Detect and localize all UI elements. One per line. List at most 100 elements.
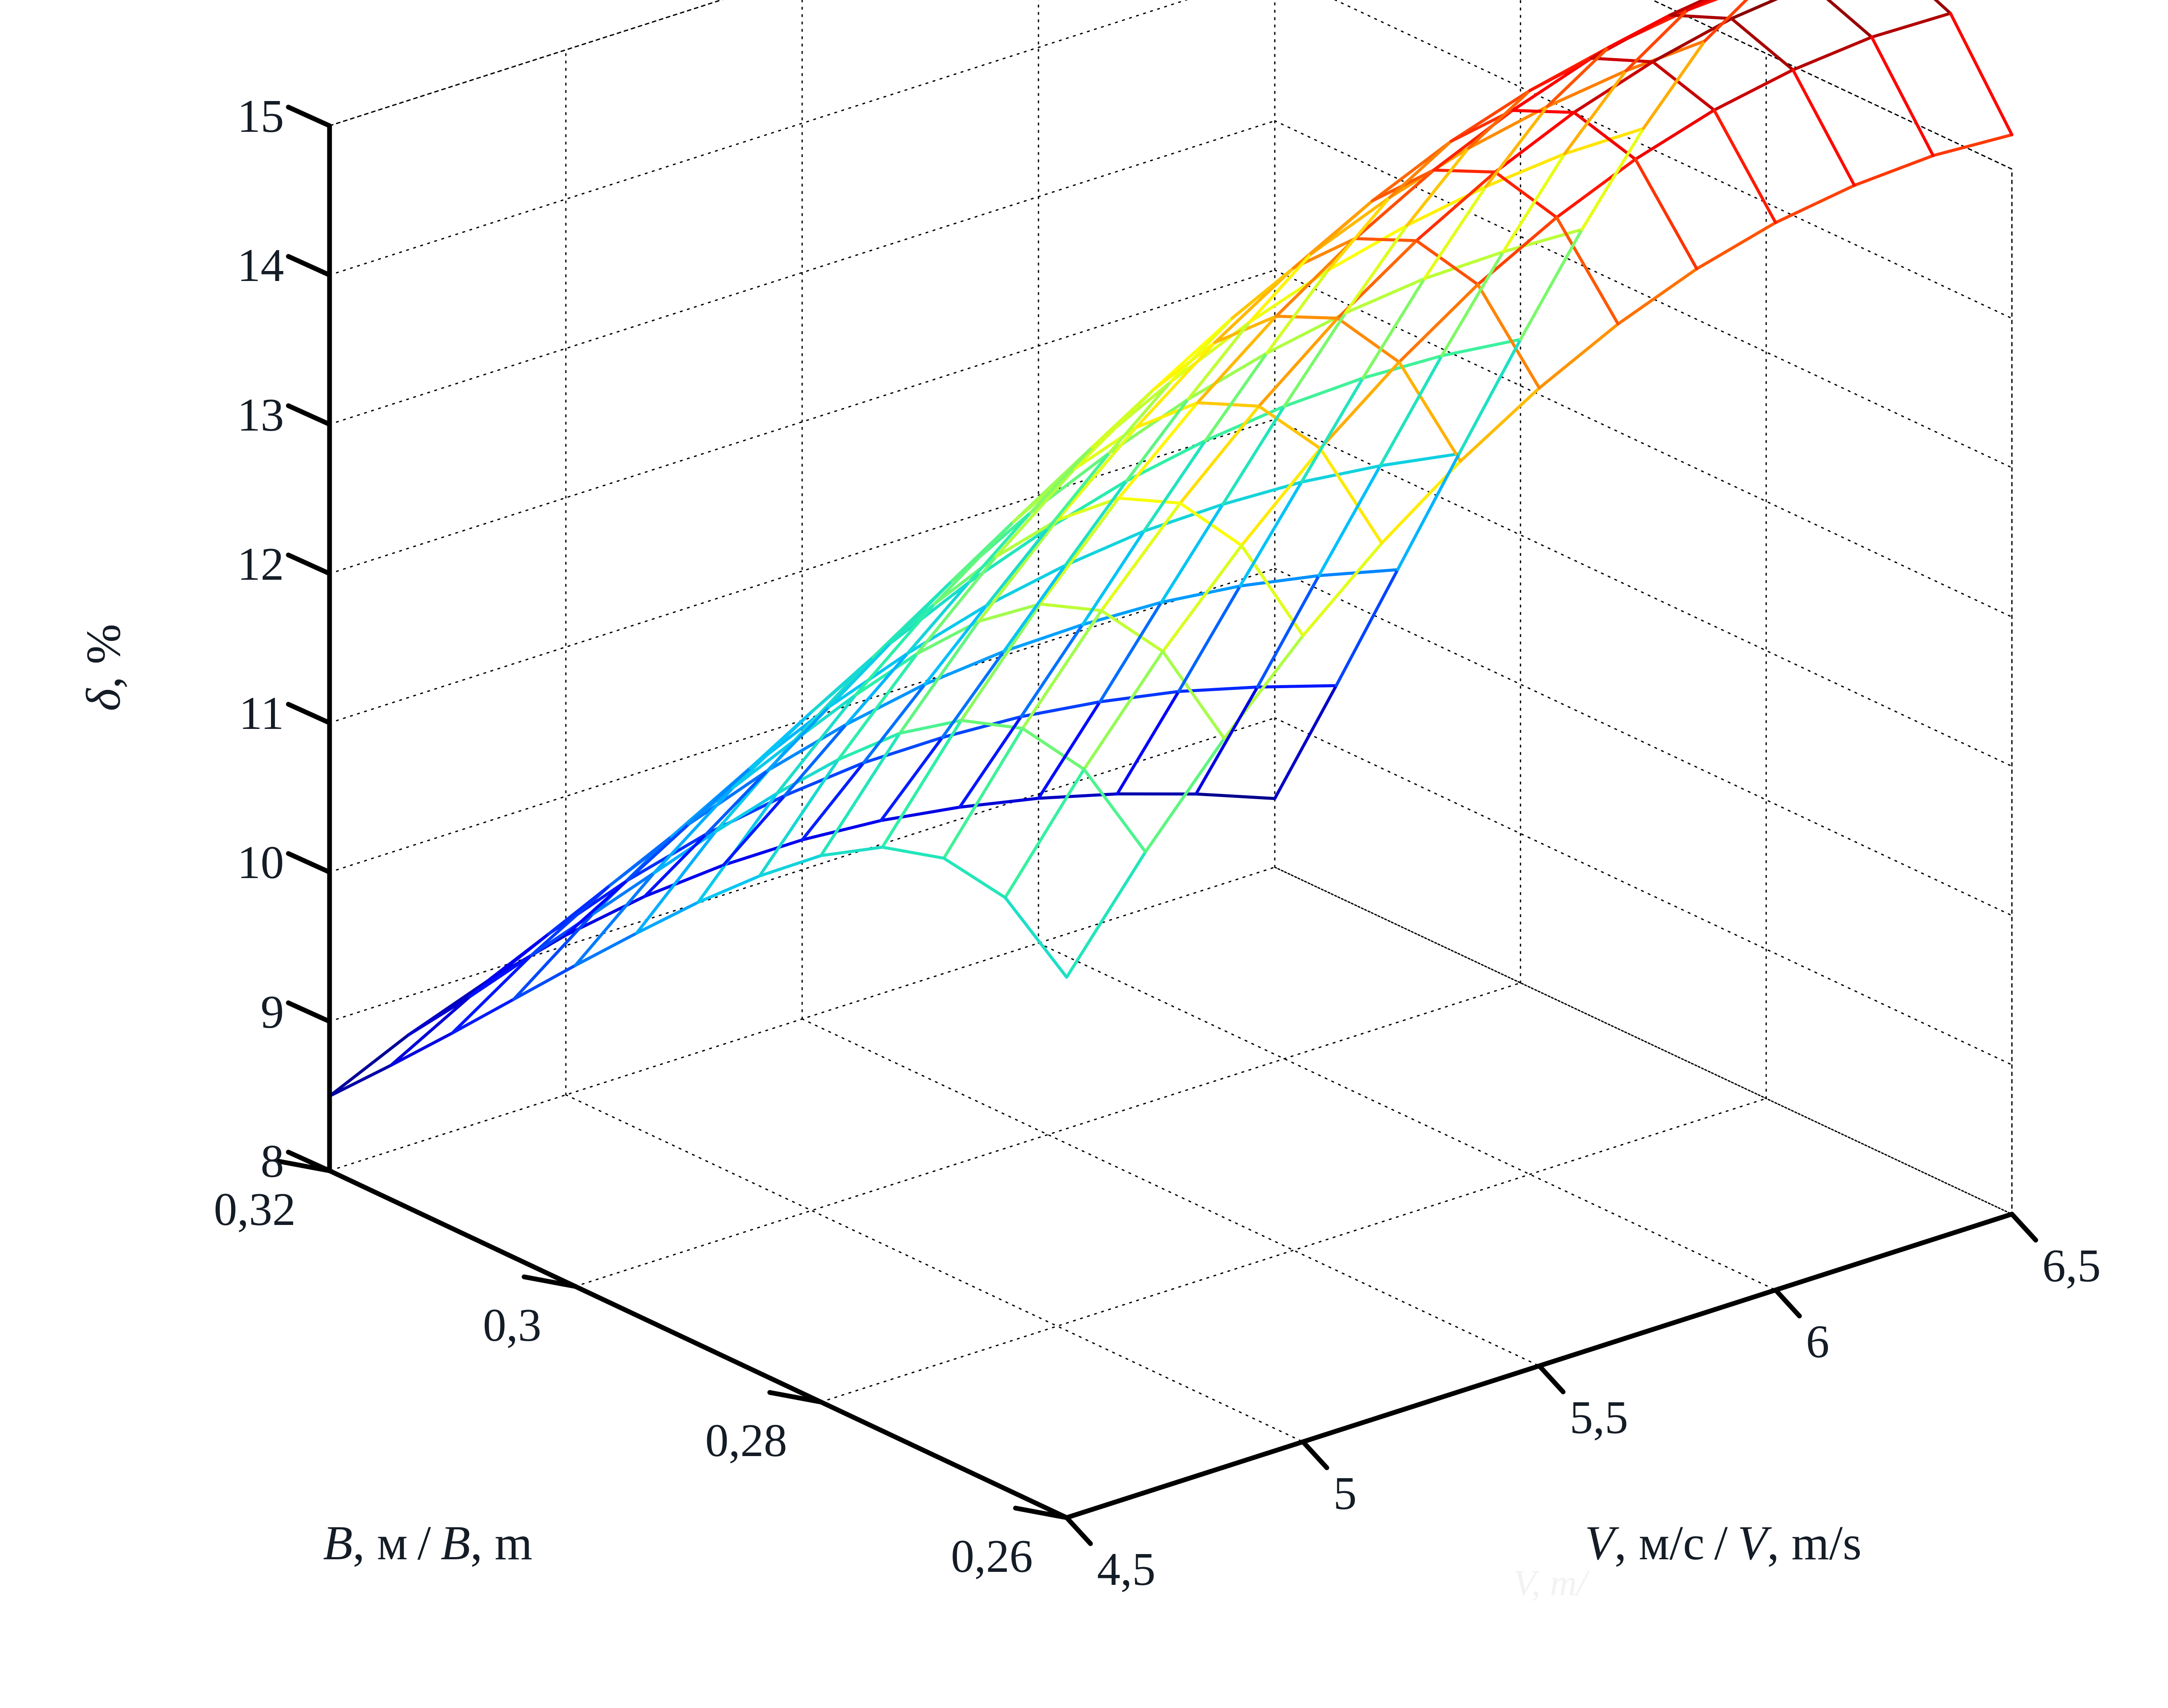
mesh-line-constant-v xyxy=(1186,320,1251,401)
z-tick-label: 11 xyxy=(239,688,284,740)
mesh-line-constant-v xyxy=(1493,170,1558,219)
mesh-line-constant-b xyxy=(1870,12,1952,39)
mesh-line-constant-v xyxy=(328,1064,393,1098)
mesh-line-constant-b xyxy=(1019,700,1102,718)
z-tick-label: 10 xyxy=(237,837,284,889)
z-tick-mark xyxy=(286,552,332,576)
mesh-line-constant-v xyxy=(1397,360,1462,463)
mesh-line-constant-v xyxy=(1423,185,1488,280)
mesh-line-constant-v xyxy=(1265,268,1330,355)
mesh-line-constant-b xyxy=(512,912,594,1001)
mesh-line-constant-b xyxy=(1256,684,1338,689)
mesh-line-constant-b xyxy=(1098,690,1180,703)
mesh-line-constant-v xyxy=(1730,17,1795,72)
mesh-line-constant-b xyxy=(1493,111,1576,174)
mesh-line-constant-b xyxy=(819,732,901,857)
z-gridline-back-right xyxy=(1274,120,2013,469)
mesh-line-constant-v xyxy=(1712,108,1777,224)
mesh-line-constant-v xyxy=(1335,568,1399,687)
z-gridline-back-left xyxy=(329,120,1276,425)
mesh-line-constant-v xyxy=(1029,446,1094,514)
mesh-line-constant-v xyxy=(608,835,673,887)
mesh-line-constant-v xyxy=(1519,228,1584,341)
mesh-line-constant-b xyxy=(1301,542,1384,637)
mesh-line-constant-b xyxy=(800,819,883,842)
mesh-line-constant-v xyxy=(898,718,963,735)
mesh-line-constant-b xyxy=(1064,529,1146,567)
mesh-line-constant-b xyxy=(906,604,988,655)
mesh-line-constant-v xyxy=(389,1031,454,1067)
mesh-line-constant-b xyxy=(1730,0,1778,20)
mesh-line-constant-v xyxy=(564,879,629,937)
mesh-line-constant-b xyxy=(1423,250,1505,280)
mesh-line-constant-b xyxy=(1378,452,1461,467)
z-gridline-back-left xyxy=(329,269,1276,575)
mesh-line-constant-v xyxy=(1317,464,1382,577)
mesh-line-constant-v xyxy=(1686,0,1711,12)
v-axis-ghost-text: V, m/ xyxy=(1513,1562,1587,1603)
z-gridline-back-left xyxy=(329,418,1276,724)
mesh-line-constant-v xyxy=(1545,46,1610,108)
mesh-line-constant-v xyxy=(1555,216,1620,326)
mesh-line-constant-v xyxy=(1344,224,1409,314)
b-tick-label: 0,32 xyxy=(214,1184,296,1235)
z-tick-label: 15 xyxy=(237,91,284,142)
mesh-line-constant-v xyxy=(1309,199,1374,256)
z-tick-mark xyxy=(286,254,332,278)
mesh-line-constant-b xyxy=(1791,36,1874,72)
mesh-line-constant-b xyxy=(1002,623,1084,653)
z-gridline-back-right xyxy=(1274,717,2013,1066)
mesh-line-constant-v xyxy=(888,579,953,645)
mesh-line-constant-b xyxy=(888,581,971,645)
b-gridline-floor xyxy=(820,1097,1767,1403)
mesh-line-constant-v xyxy=(1082,767,1147,854)
mesh-line-constant-v xyxy=(1204,351,1269,442)
mesh-line-constant-b xyxy=(854,602,936,697)
mesh-line-constant-v xyxy=(1098,601,1163,703)
mesh-line-constant-v xyxy=(1484,105,1549,188)
mesh-line-constant-v xyxy=(1257,405,1322,450)
mesh-line-constant-b xyxy=(1300,464,1382,484)
z-tick-mark xyxy=(286,851,332,875)
mesh-line-constant-b xyxy=(1563,127,1645,156)
mesh-line-constant-b xyxy=(1538,322,1620,390)
mesh-line-constant-b xyxy=(1853,154,1935,187)
mesh-line-constant-v xyxy=(958,715,1023,809)
mesh-line-constant-v xyxy=(1002,564,1067,653)
mesh-line-constant-b xyxy=(1055,426,1138,522)
mesh-line-constant-b xyxy=(1003,767,1086,899)
z-tick-label: 8 xyxy=(261,1136,284,1187)
v-gridline-floor xyxy=(1038,942,1776,1291)
y-axis-title: V, м/c / V, m/s xyxy=(1585,1516,1862,1570)
mesh-line-constant-b xyxy=(1134,341,1217,429)
z-gridline-back-left xyxy=(329,0,1188,276)
b-axis-line xyxy=(327,1168,1069,1520)
mesh-line-constant-v xyxy=(923,604,988,686)
mesh-line-constant-v xyxy=(783,723,848,797)
z-tick-mark xyxy=(286,403,332,427)
b-tick-mark xyxy=(767,1390,823,1404)
mesh-line-constant-b xyxy=(1186,351,1269,401)
mesh-line-constant-v xyxy=(977,602,1042,623)
mesh-line-constant-v xyxy=(687,766,752,826)
mesh-line-constant-b xyxy=(1555,157,1637,219)
mesh-line-constant-v xyxy=(1405,147,1470,227)
mesh-line-constant-b xyxy=(960,602,1042,722)
mesh-line-constant-v xyxy=(940,650,1006,739)
mesh-line-constant-v xyxy=(485,932,550,983)
mesh-line-constant-b xyxy=(1257,317,1339,408)
mesh-line-constant-b xyxy=(643,863,725,898)
mesh-line-constant-b xyxy=(915,555,998,656)
v-tick-mark xyxy=(1537,1363,1566,1394)
mesh-line-constant-v xyxy=(635,901,700,935)
z-gridline-back-right xyxy=(1274,568,2013,916)
mesh-line-constant-b xyxy=(1161,544,1243,653)
mesh-line-constant-b xyxy=(1511,56,1593,112)
mesh-line-constant-b xyxy=(881,718,963,849)
mesh-line-constant-b xyxy=(977,518,1059,623)
mesh-line-constant-v xyxy=(1116,690,1180,796)
mesh-line-constant-b xyxy=(1082,650,1165,771)
mesh-line-constant-b xyxy=(1467,105,1549,150)
mesh-line-constant-b xyxy=(775,693,857,795)
mesh-line-constant-b xyxy=(1634,108,1716,161)
